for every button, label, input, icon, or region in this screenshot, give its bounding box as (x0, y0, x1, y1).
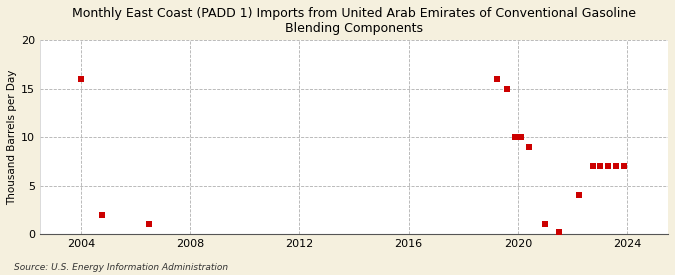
Point (611, 164, 622, 168)
Point (523, 145, 534, 149)
Point (510, 135, 520, 139)
Point (144, 222, 155, 226)
Point (574, 193, 585, 197)
Point (76, 77, 86, 81)
Point (603, 164, 614, 168)
Point (587, 164, 598, 168)
Point (595, 164, 605, 168)
Point (540, 222, 551, 226)
Point (502, 87, 512, 91)
Text: Source: U.S. Energy Information Administration: Source: U.S. Energy Information Administ… (14, 263, 227, 272)
Point (492, 77, 503, 81)
Point (515, 135, 526, 139)
Title: Monthly East Coast (PADD 1) Imports from United Arab Emirates of Conventional Ga: Monthly East Coast (PADD 1) Imports from… (72, 7, 636, 35)
Point (619, 164, 630, 168)
Y-axis label: Thousand Barrels per Day: Thousand Barrels per Day (7, 69, 17, 205)
Point (554, 230, 564, 234)
Point (96, 212, 107, 217)
